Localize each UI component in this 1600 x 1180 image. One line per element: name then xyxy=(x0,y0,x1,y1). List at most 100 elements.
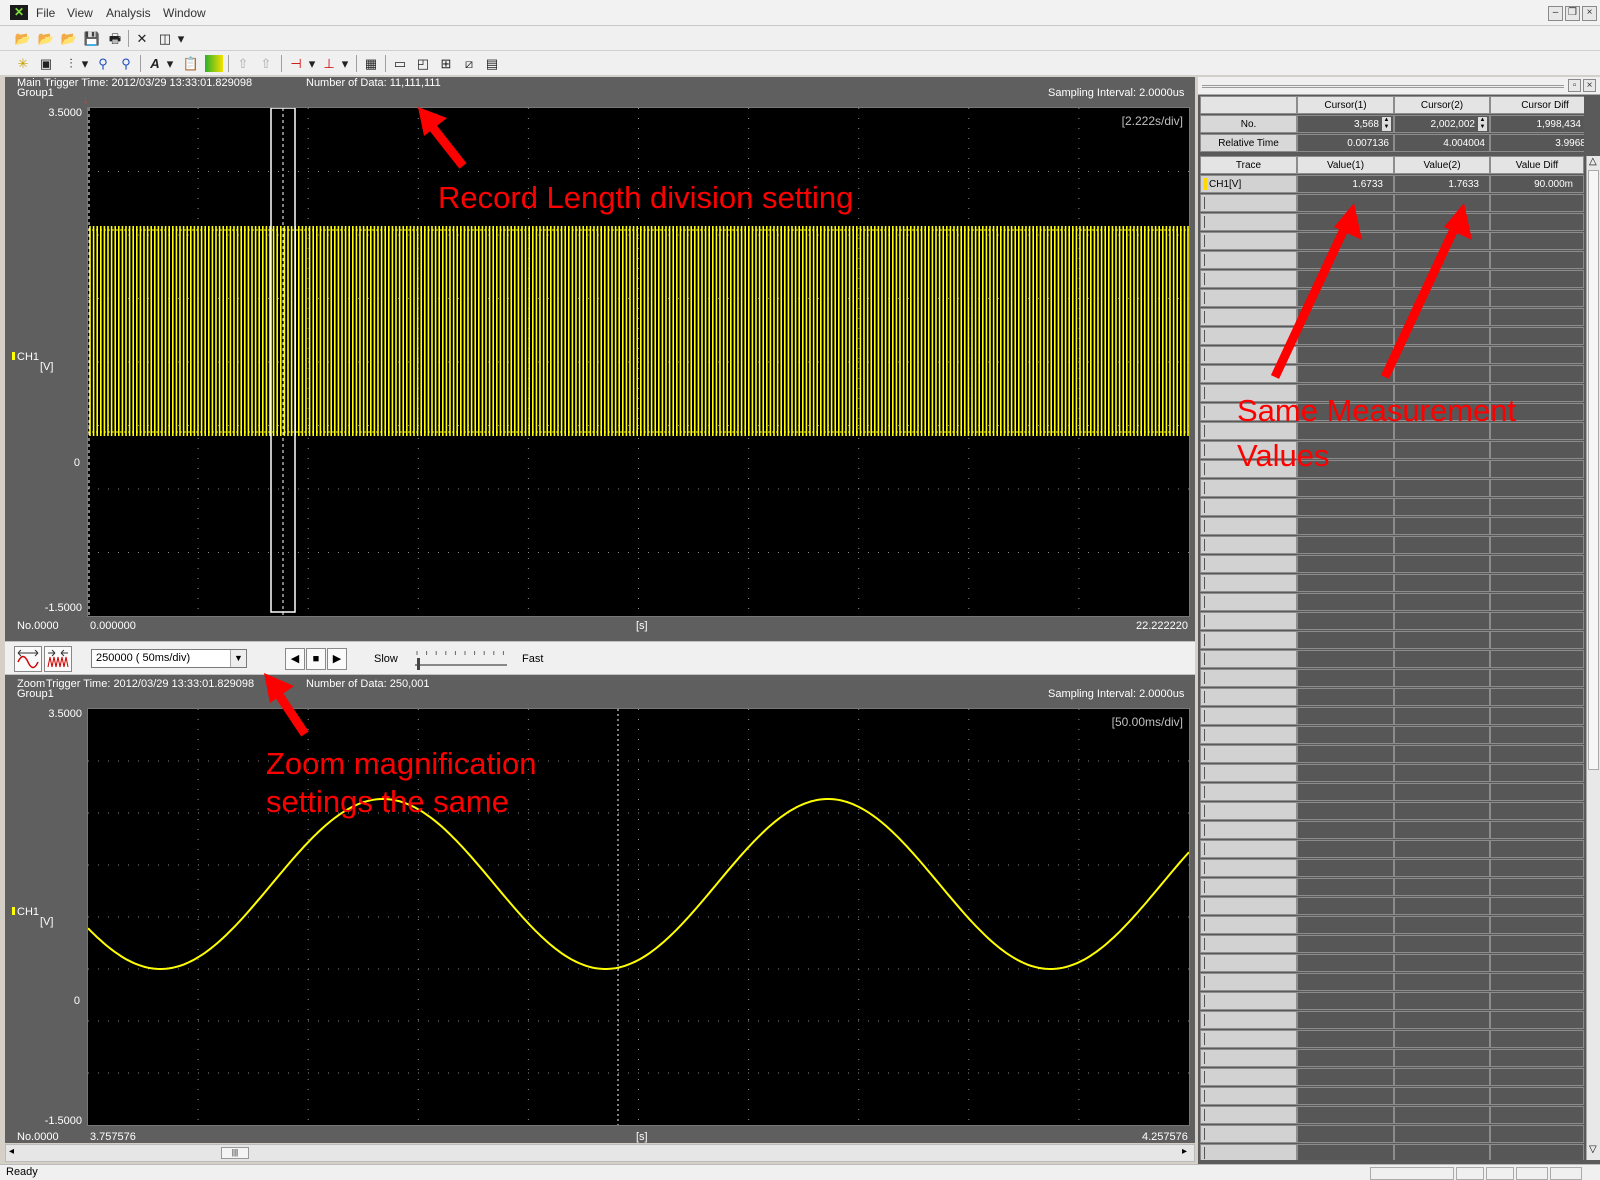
view-split-icon[interactable]: ⊞ xyxy=(440,56,452,71)
scrollbar-thumb[interactable]: ||| xyxy=(221,1147,249,1159)
close-file-icon[interactable]: ✕ xyxy=(136,31,148,46)
empty-trace-name-cell[interactable] xyxy=(1200,859,1297,877)
cursor-vertical-icon[interactable]: ⊣ xyxy=(290,56,302,71)
empty-trace-name-cell[interactable] xyxy=(1200,289,1297,307)
empty-trace-name-cell[interactable] xyxy=(1200,574,1297,592)
scroll-right-icon[interactable]: ▸ xyxy=(1182,1146,1188,1157)
playback-speed-slider[interactable] xyxy=(413,648,509,670)
panel-restore-button[interactable]: ▫ xyxy=(1568,79,1581,92)
empty-trace-name-cell[interactable] xyxy=(1200,954,1297,972)
empty-trace-name-cell[interactable] xyxy=(1200,1106,1297,1124)
empty-trace-name-cell[interactable] xyxy=(1200,194,1297,212)
empty-trace-name-cell[interactable] xyxy=(1200,460,1297,478)
calculator-icon[interactable]: ▦ xyxy=(364,56,378,71)
cursor2-no[interactable]: 2,002,002 xyxy=(1394,115,1490,133)
empty-trace-name-cell[interactable] xyxy=(1200,498,1297,516)
view-main-icon[interactable]: ▭ xyxy=(393,56,407,71)
scroll-left-icon[interactable]: ◂ xyxy=(9,1146,15,1157)
empty-trace-name-cell[interactable] xyxy=(1200,555,1297,573)
empty-trace-name-cell[interactable] xyxy=(1200,327,1297,345)
empty-trace-name-cell[interactable] xyxy=(1200,973,1297,991)
empty-trace-name-cell[interactable] xyxy=(1200,1049,1297,1067)
empty-trace-name-cell[interactable] xyxy=(1200,916,1297,934)
empty-trace-name-cell[interactable] xyxy=(1200,365,1297,383)
vertical-scrollbar-thumb[interactable] xyxy=(1588,170,1599,770)
empty-trace-name-cell[interactable] xyxy=(1200,536,1297,554)
close-window-button[interactable]: × xyxy=(1582,6,1597,21)
empty-trace-name-cell[interactable] xyxy=(1200,726,1297,744)
save-icon[interactable]: 💾 xyxy=(83,31,101,46)
empty-trace-name-cell[interactable] xyxy=(1200,1030,1297,1048)
vertical-scrollbar[interactable]: △ ▽ xyxy=(1586,156,1600,1160)
layout-icon[interactable]: ◫ xyxy=(158,31,172,46)
view-xy-icon[interactable]: ⧄ xyxy=(464,56,474,71)
empty-trace-name-cell[interactable] xyxy=(1200,1125,1297,1143)
stop-button[interactable]: ■ xyxy=(306,648,326,670)
open-folder-icon[interactable]: 📂 xyxy=(37,31,55,46)
empty-trace-name-cell[interactable] xyxy=(1200,479,1297,497)
empty-trace-name-cell[interactable] xyxy=(1200,840,1297,858)
empty-trace-name-cell[interactable] xyxy=(1200,422,1297,440)
empty-trace-name-cell[interactable] xyxy=(1200,745,1297,763)
cursor1-no[interactable]: 3,568 xyxy=(1297,115,1394,133)
scroll-up-icon[interactable]: △ xyxy=(1589,156,1597,167)
view-zoom-icon[interactable]: ◰ xyxy=(416,56,430,71)
empty-trace-name-cell[interactable] xyxy=(1200,384,1297,402)
channel-dropdown-icon[interactable]: ▾ xyxy=(81,56,89,71)
empty-trace-name-cell[interactable] xyxy=(1200,270,1297,288)
empty-trace-name-cell[interactable] xyxy=(1200,213,1297,231)
scroll-down-icon[interactable]: ▽ xyxy=(1589,1144,1597,1155)
empty-trace-name-cell[interactable] xyxy=(1200,707,1297,725)
empty-trace-name-cell[interactable] xyxy=(1200,897,1297,915)
empty-trace-name-cell[interactable] xyxy=(1200,308,1297,326)
play-forward-button[interactable]: ▶ xyxy=(327,648,347,670)
empty-trace-name-cell[interactable] xyxy=(1200,403,1297,421)
empty-trace-name-cell[interactable] xyxy=(1200,802,1297,820)
empty-trace-name-cell[interactable] xyxy=(1200,631,1297,649)
text-dropdown-icon[interactable]: ▾ xyxy=(166,56,174,71)
empty-trace-name-cell[interactable] xyxy=(1200,612,1297,630)
empty-trace-name-cell[interactable] xyxy=(1200,992,1297,1010)
menu-file[interactable]: File xyxy=(36,6,56,20)
panel-close-button[interactable]: × xyxy=(1583,79,1596,92)
cursor-dropdown-icon[interactable]: ▾ xyxy=(308,56,316,71)
empty-trace-name-cell[interactable] xyxy=(1200,783,1297,801)
empty-trace-name-cell[interactable] xyxy=(1200,935,1297,953)
chevron-down-icon[interactable]: ▼ xyxy=(230,650,246,667)
empty-trace-name-cell[interactable] xyxy=(1200,1068,1297,1086)
play-reverse-button[interactable]: ◀ xyxy=(285,648,305,670)
measure-icon[interactable]: ⚲ xyxy=(98,56,108,71)
empty-trace-name-cell[interactable] xyxy=(1200,1011,1297,1029)
horizontal-scrollbar[interactable]: ◂ ||| ▸ xyxy=(5,1144,1195,1162)
empty-trace-name-cell[interactable] xyxy=(1200,688,1297,706)
zoom-compress-button[interactable] xyxy=(44,646,72,672)
channel-icon[interactable]: ⫶ xyxy=(69,56,73,71)
zoom-fit-button[interactable] xyxy=(14,646,42,672)
open-recent-icon[interactable]: 📂 xyxy=(60,31,78,46)
empty-trace-name-cell[interactable] xyxy=(1200,593,1297,611)
empty-trace-name-cell[interactable] xyxy=(1200,1144,1297,1160)
zoom-waveform-plot[interactable]: [50.00ms/div] xyxy=(87,708,1190,1126)
empty-trace-name-cell[interactable] xyxy=(1200,764,1297,782)
empty-trace-name-cell[interactable] xyxy=(1200,669,1297,687)
display-icon[interactable]: ▣ xyxy=(39,56,53,71)
cursor-h-dropdown-icon[interactable]: ▾ xyxy=(341,56,349,71)
empty-trace-name-cell[interactable] xyxy=(1200,878,1297,896)
cursor2-spinner-icon[interactable]: ▲ ▼ xyxy=(1478,117,1487,131)
menu-window[interactable]: Window xyxy=(163,6,206,20)
view-table-icon[interactable]: ▤ xyxy=(485,56,499,71)
empty-trace-name-cell[interactable] xyxy=(1200,251,1297,269)
layout-dropdown-icon[interactable]: ▾ xyxy=(177,31,185,46)
empty-trace-name-cell[interactable] xyxy=(1200,232,1297,250)
menu-view[interactable]: View xyxy=(67,6,93,20)
text-annotation-icon[interactable]: A xyxy=(150,56,160,71)
empty-trace-name-cell[interactable] xyxy=(1200,441,1297,459)
main-waveform-plot[interactable]: [2.222s/div] xyxy=(87,107,1190,617)
print-icon[interactable]: 🖶 xyxy=(108,31,122,46)
zoom-magnification-select[interactable]: 250000 ( 50ms/div) ▼ xyxy=(91,649,247,668)
auto-scale-icon[interactable]: ✳ xyxy=(17,56,29,71)
restore-button[interactable]: ❐ xyxy=(1565,6,1580,21)
open-icon[interactable]: 📂 xyxy=(14,31,32,46)
cursor1-spinner-icon[interactable]: ▲ ▼ xyxy=(1382,117,1391,131)
empty-trace-name-cell[interactable] xyxy=(1200,821,1297,839)
